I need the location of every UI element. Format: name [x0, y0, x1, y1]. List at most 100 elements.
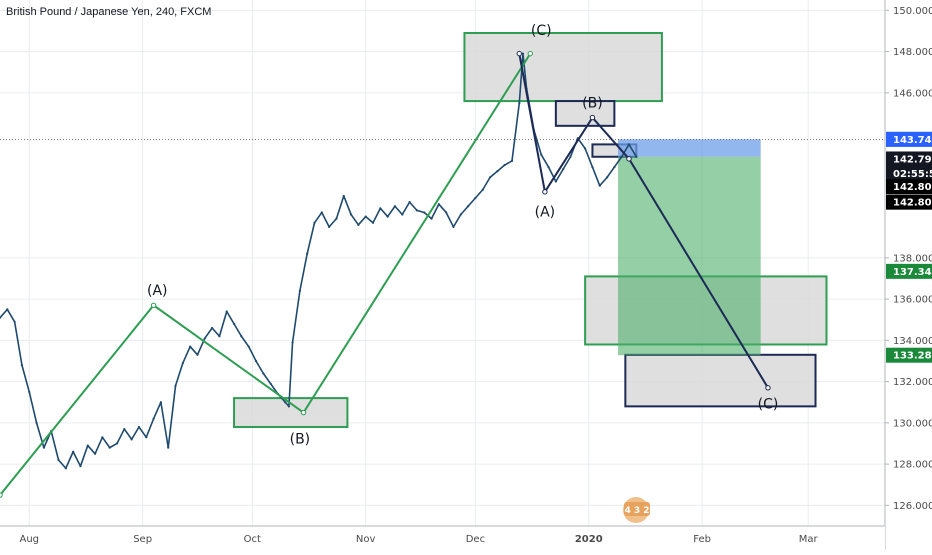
price-point	[42, 446, 45, 449]
wave-anchor[interactable]	[589, 114, 596, 121]
tradingview-logo[interactable]: 4 3 2	[623, 497, 650, 523]
stop-loss-area[interactable]	[618, 139, 761, 157]
price-point	[298, 289, 301, 292]
price-point	[28, 390, 31, 394]
wave-label: (B)	[582, 95, 603, 111]
price-badge	[886, 151, 932, 167]
price-point	[269, 382, 272, 385]
position-tool[interactable]	[618, 139, 761, 356]
price-point	[35, 421, 38, 424]
price-point	[232, 322, 236, 325]
time-axis-ticks: Aug Sep Oct Nov Dec 2020 Feb Mar	[19, 534, 818, 545]
price-point	[291, 341, 294, 344]
wave-anchor[interactable]	[516, 50, 522, 57]
price-badge	[886, 347, 932, 363]
wave-anchor[interactable]	[150, 302, 157, 308]
price-axis-ticks: 126.000 128.000 130.000 132.000 134.000 136.0…	[885, 6, 932, 512]
price-point	[547, 165, 550, 169]
price-point	[320, 211, 323, 214]
take-profit-area[interactable]	[618, 156, 761, 356]
price-point	[254, 359, 258, 363]
price-point	[335, 217, 338, 220]
price-point	[371, 221, 375, 224]
price-point	[181, 361, 184, 365]
grid	[0, 0, 885, 526]
price-point	[521, 52, 525, 55]
price-point	[152, 417, 155, 420]
price-point	[72, 450, 75, 453]
price-point	[357, 223, 360, 226]
price-point	[0, 316, 2, 319]
y-tick-label: 128.000	[893, 460, 932, 471]
price-point	[145, 436, 148, 439]
price-point	[57, 458, 60, 462]
wave-anchor[interactable]	[765, 385, 771, 391]
wave-lines[interactable]	[0, 50, 771, 498]
x-tick-label: Nov	[356, 534, 376, 545]
price-point	[540, 153, 543, 156]
price-point	[174, 384, 177, 387]
price-point	[386, 215, 389, 218]
wave-label: (A)	[535, 205, 556, 221]
price-badge-text: 137.345	[893, 267, 932, 278]
zone-box[interactable]	[233, 397, 349, 428]
wave-anchor[interactable]	[527, 50, 533, 57]
price-point	[554, 180, 557, 183]
price-point	[627, 143, 631, 146]
y-tick-label: 134.000	[893, 336, 932, 347]
zone-box[interactable]	[554, 100, 616, 127]
y-tick-label: 150.000	[893, 6, 932, 17]
price-point	[605, 176, 609, 179]
price-badge-text: 142.803	[893, 198, 932, 209]
price-point	[393, 205, 397, 208]
wave-anchor[interactable]	[626, 156, 632, 162]
wave-anchor[interactable]	[300, 409, 307, 416]
price-point	[115, 442, 119, 445]
price-point	[430, 217, 433, 220]
price-point	[342, 194, 345, 198]
y-tick-label: 132.000	[893, 377, 932, 388]
price-point	[437, 203, 440, 206]
price-point	[159, 401, 163, 404]
price-point	[20, 364, 24, 367]
price-point	[167, 446, 170, 449]
price-point	[379, 207, 382, 210]
price-point	[349, 213, 353, 216]
price-point	[225, 310, 228, 313]
price-point	[488, 176, 492, 179]
price-point	[510, 159, 514, 162]
price-point	[584, 147, 587, 150]
price-point	[518, 102, 521, 105]
y-tick-label: 136.000	[893, 295, 932, 306]
price-point	[240, 335, 243, 338]
price-point	[262, 372, 265, 375]
price-point	[408, 201, 411, 204]
price-badge-text: 142.793	[893, 154, 932, 165]
price-point	[284, 401, 287, 404]
zone-box[interactable]	[624, 353, 817, 408]
price-point	[203, 337, 206, 340]
price-badges: 143.746143.744142.79302:55:56142.802142.…	[886, 131, 932, 363]
price-point	[101, 436, 104, 439]
wave-anchor[interactable]	[542, 189, 548, 195]
x-tick-label: Feb	[693, 534, 711, 545]
logo-text: 4 3 2	[624, 506, 649, 516]
wave-anchor[interactable]	[0, 492, 3, 498]
x-tick-label: 2020	[575, 534, 603, 545]
zone-box[interactable]	[463, 32, 663, 103]
y-tick-label: 130.000	[893, 418, 932, 429]
price-point	[423, 211, 426, 214]
symbol-title[interactable]: British Pound / Japanese Yen, 240, FXCM	[6, 6, 212, 18]
wave-line[interactable]	[0, 53, 532, 496]
time-axis-panel[interactable]	[0, 526, 885, 550]
price-point	[64, 467, 67, 470]
price-point	[620, 155, 623, 158]
price-badge-text: 142.802	[893, 182, 932, 193]
y-tick-label: 148.000	[893, 47, 932, 58]
price-point	[108, 446, 111, 449]
wave-label: (A)	[147, 283, 168, 299]
wave-labels: (A) (B) (C) (A) (B) (C)	[147, 23, 778, 447]
price-point	[364, 215, 367, 218]
